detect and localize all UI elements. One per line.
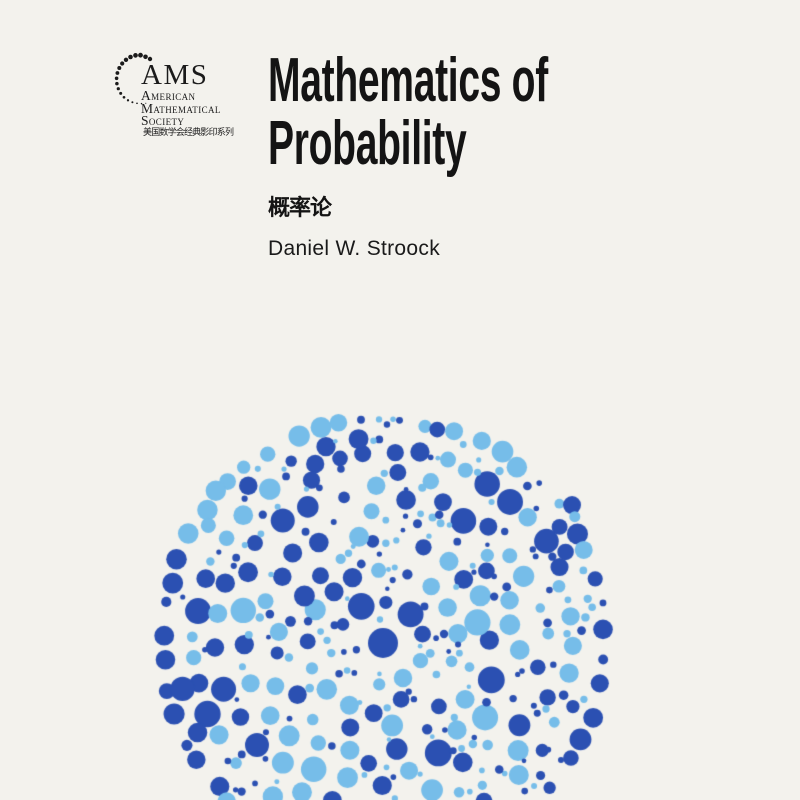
publisher-acronym: AMS <box>141 59 209 91</box>
book-title: Mathematics of Probability <box>268 49 712 175</box>
publisher-name-line-1: American <box>141 88 196 103</box>
publisher-name-line-3: Society <box>141 113 185 128</box>
book-author: Daniel W. Stroock <box>268 237 440 260</box>
book-title-line-2: Probability <box>268 109 467 178</box>
book-title-zh: 概率论 <box>268 195 332 220</box>
book-title-line-1: Mathematics of <box>268 46 548 115</box>
publisher-name: American Mathematical Society <box>141 88 221 128</box>
publisher-name-line-2: Mathematical <box>141 100 221 116</box>
publisher-series-zh: 美国数学会经典影印系列 <box>143 127 234 137</box>
